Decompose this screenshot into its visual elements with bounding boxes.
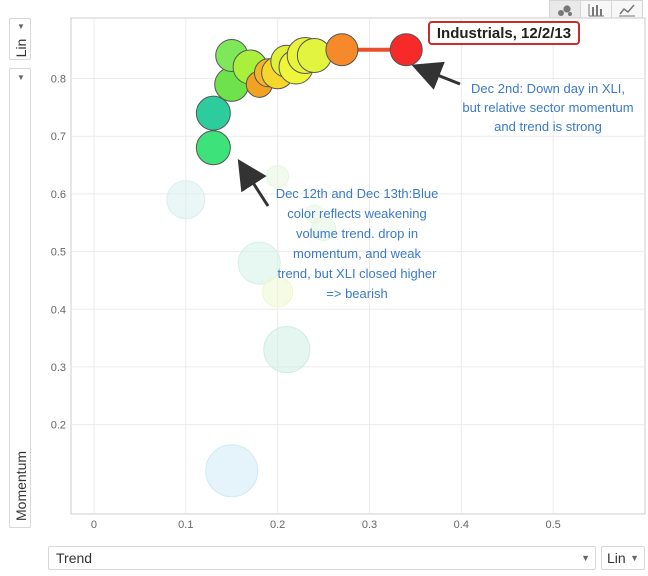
data-bubble bbox=[195, 130, 231, 166]
y-tick-label: 0.4 bbox=[51, 304, 66, 316]
y-tick-label: 0.5 bbox=[51, 247, 66, 259]
chart-type-toolbar bbox=[549, 0, 643, 20]
data-bubble bbox=[325, 33, 359, 67]
x-tick-label: 0.2 bbox=[270, 519, 285, 531]
annotation-text: Dec 12th and Dec 13th:Blue bbox=[276, 186, 439, 201]
data-bubble bbox=[195, 95, 231, 131]
x-tick-label: 0.5 bbox=[546, 519, 561, 531]
y-tick-label: 0.2 bbox=[51, 420, 66, 432]
x-tick-label: 0.4 bbox=[454, 519, 469, 531]
line-chart-icon bbox=[619, 4, 635, 17]
x-tick-label: 0.3 bbox=[362, 519, 377, 531]
bubble-chart-button[interactable] bbox=[549, 0, 581, 20]
y-tick-label: 0.6 bbox=[51, 189, 66, 201]
annotation-arrow bbox=[237, 158, 270, 207]
annotation-arrow bbox=[411, 61, 461, 90]
y-tick-label: 0.3 bbox=[51, 362, 66, 374]
selected-label-box bbox=[428, 21, 580, 45]
faded-bubble bbox=[205, 444, 259, 498]
annotation-text: trend, but XLI closed higher bbox=[278, 266, 438, 281]
chevron-down-icon: ▼ bbox=[17, 73, 25, 82]
data-bubble bbox=[296, 37, 332, 73]
annotation-text: => bearish bbox=[326, 286, 387, 301]
annotation-text: volume trend. drop in bbox=[296, 226, 418, 241]
annotation-text: and trend is strong bbox=[494, 119, 602, 134]
faded-bubble bbox=[237, 241, 281, 285]
y-tick-label: 0.7 bbox=[51, 131, 66, 143]
plot-area bbox=[70, 17, 646, 515]
x-scale-select[interactable]: Lin ▼ bbox=[601, 546, 645, 570]
x-axis-select[interactable]: Trend ▼ bbox=[48, 546, 596, 570]
bar-chart-button[interactable] bbox=[580, 0, 612, 20]
bubble-chart-icon bbox=[558, 5, 572, 16]
chevron-down-icon: ▼ bbox=[17, 22, 25, 31]
x-scale-label: Lin bbox=[607, 550, 626, 566]
y-axis-select[interactable]: ▼ Momentum bbox=[9, 68, 31, 528]
annotation-text: color reflects weakening bbox=[287, 206, 426, 221]
chevron-down-icon: ▼ bbox=[581, 553, 590, 563]
x-tick-label: 0 bbox=[91, 519, 97, 531]
selected-label: Industrials, 12/2/13 bbox=[437, 25, 571, 42]
faded-bubble bbox=[266, 165, 290, 189]
annotation-text: momentum, and weak bbox=[293, 246, 421, 261]
x-tick-label: 0.1 bbox=[178, 519, 193, 531]
x-axis-label: Trend bbox=[56, 550, 93, 566]
y-scale-select[interactable]: ▼ Lin bbox=[9, 18, 31, 60]
annotation-text: but relative sector momentum bbox=[462, 100, 633, 115]
bar-chart-icon bbox=[588, 4, 604, 17]
chevron-down-icon: ▼ bbox=[630, 553, 639, 563]
faded-bubble bbox=[262, 276, 294, 308]
faded-bubble bbox=[166, 180, 206, 220]
faded-bubble bbox=[263, 326, 311, 374]
faded-bubble bbox=[304, 204, 324, 224]
y-tick-label: 0.8 bbox=[51, 74, 66, 86]
annotation-text: Dec 2nd: Down day in XLI, bbox=[471, 81, 625, 96]
data-bubble bbox=[389, 33, 423, 67]
